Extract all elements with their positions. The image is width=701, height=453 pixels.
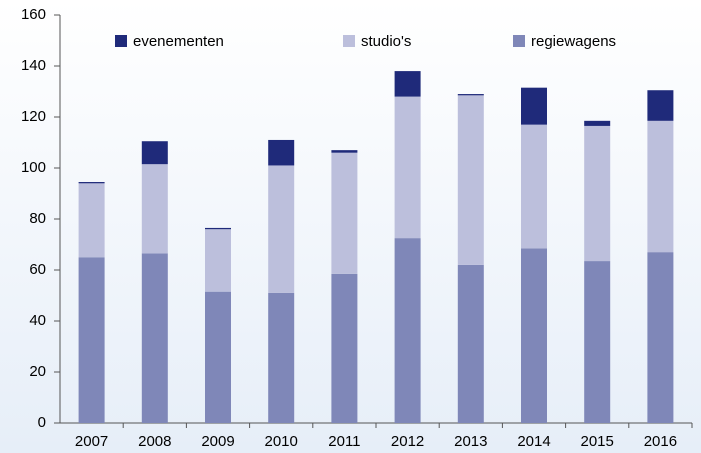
bar-segment <box>78 183 105 258</box>
bar-segment <box>331 150 358 153</box>
y-tick-label: 40 <box>29 312 46 329</box>
legend-swatch <box>115 35 127 47</box>
y-tick-label: 140 <box>21 57 46 74</box>
x-tick-label: 2013 <box>454 433 487 450</box>
bar-segment <box>331 152 358 274</box>
y-tick-label: 160 <box>21 6 46 23</box>
x-tick-label: 2008 <box>138 433 171 450</box>
bar-segment <box>268 292 295 423</box>
bar-segment <box>205 229 231 292</box>
bar-segment <box>268 165 295 293</box>
bar-segment <box>394 96 421 239</box>
legend-swatch <box>513 35 525 47</box>
y-tick-label: 100 <box>21 159 46 176</box>
y-tick-label: 80 <box>29 210 46 227</box>
x-tick-label: 2012 <box>391 433 424 450</box>
bar-segment <box>457 94 484 96</box>
x-tick-label: 2015 <box>581 433 614 450</box>
bar-segment <box>584 261 611 423</box>
bar-segment <box>521 87 547 125</box>
y-tick-label: 20 <box>29 363 46 380</box>
bar-segment <box>394 238 421 423</box>
legend-label: evenementen <box>133 33 224 50</box>
bar-segment <box>457 264 484 423</box>
bar-segment <box>647 120 674 253</box>
bar-segment <box>78 182 105 184</box>
bar-segment <box>141 141 168 165</box>
legend-swatch <box>343 35 355 47</box>
x-tick-label: 2010 <box>265 433 298 450</box>
bar-segment <box>584 125 611 262</box>
x-tick-label: 2016 <box>644 433 677 450</box>
bar-segment <box>141 253 168 423</box>
bar-segment <box>268 139 295 166</box>
bar-segment <box>205 227 231 230</box>
x-tick-label: 2007 <box>75 433 108 450</box>
bar-segment <box>141 164 168 254</box>
bar-segment <box>521 124 547 249</box>
y-tick-label: 60 <box>29 261 46 278</box>
bar-segment <box>331 273 358 423</box>
y-tick-label: 120 <box>21 108 46 125</box>
bar-segment <box>647 252 674 423</box>
x-tick-label: 2011 <box>328 433 360 450</box>
bar-segment <box>647 90 674 121</box>
bar-segment <box>457 95 484 265</box>
bar-segment <box>584 120 611 126</box>
bar-segment <box>521 248 547 423</box>
bar-segment <box>205 291 231 423</box>
y-tick-label: 0 <box>38 414 46 431</box>
x-tick-label: 2009 <box>201 433 234 450</box>
bar-segment <box>78 257 105 423</box>
x-tick-label: 2014 <box>517 433 550 450</box>
legend-label: regiewagens <box>531 33 616 50</box>
bar-segment <box>394 71 421 97</box>
legend-label: studio's <box>361 33 411 50</box>
